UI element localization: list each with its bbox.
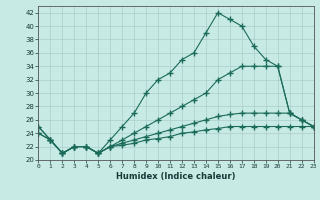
X-axis label: Humidex (Indice chaleur): Humidex (Indice chaleur) <box>116 172 236 181</box>
